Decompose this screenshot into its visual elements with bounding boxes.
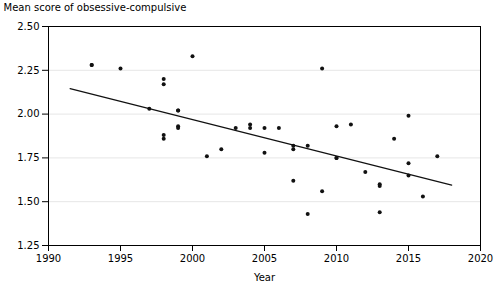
- svg-text:1.75: 1.75: [17, 152, 39, 163]
- svg-text:2005: 2005: [252, 253, 277, 264]
- svg-text:2.25: 2.25: [17, 65, 39, 76]
- svg-text:2000: 2000: [180, 253, 205, 264]
- svg-text:2.00: 2.00: [17, 108, 39, 119]
- svg-text:1.25: 1.25: [17, 240, 39, 251]
- svg-text:Year: Year: [253, 272, 276, 283]
- svg-text:1990: 1990: [36, 253, 61, 264]
- svg-text:Mean score of obsessive-compul: Mean score of obsessive-compulsive: [4, 2, 187, 13]
- svg-text:2.50: 2.50: [17, 21, 39, 32]
- svg-text:1995: 1995: [108, 253, 133, 264]
- svg-text:2010: 2010: [324, 253, 349, 264]
- svg-text:2015: 2015: [396, 253, 421, 264]
- svg-text:2020: 2020: [468, 253, 493, 264]
- svg-text:1.50: 1.50: [17, 196, 39, 207]
